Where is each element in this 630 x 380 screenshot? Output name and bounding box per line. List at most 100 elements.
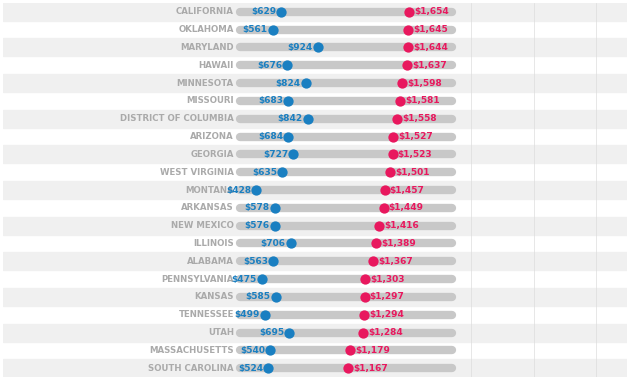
Point bbox=[371, 241, 381, 247]
Point bbox=[282, 62, 292, 68]
Text: $1,644: $1,644 bbox=[413, 43, 448, 52]
Text: $684: $684 bbox=[258, 132, 283, 141]
Point bbox=[268, 258, 278, 264]
Text: $1,449: $1,449 bbox=[389, 203, 423, 212]
Point bbox=[403, 27, 413, 33]
Point bbox=[388, 151, 398, 157]
Text: $1,167: $1,167 bbox=[353, 364, 388, 373]
Point bbox=[404, 9, 414, 15]
Bar bbox=[3, 324, 627, 342]
Text: $1,501: $1,501 bbox=[395, 168, 430, 177]
Text: $1,645: $1,645 bbox=[413, 25, 448, 34]
Text: ALABAMA: ALABAMA bbox=[187, 257, 234, 266]
Point bbox=[402, 62, 412, 68]
Text: $1,457: $1,457 bbox=[389, 185, 425, 195]
Text: $1,637: $1,637 bbox=[412, 61, 447, 70]
Bar bbox=[3, 110, 627, 128]
Text: $842: $842 bbox=[278, 114, 303, 123]
Point bbox=[388, 133, 398, 139]
Point bbox=[270, 223, 280, 229]
Text: MINNESOTA: MINNESOTA bbox=[176, 79, 234, 87]
Bar bbox=[3, 181, 627, 199]
Point bbox=[283, 133, 293, 139]
Text: $1,297: $1,297 bbox=[370, 293, 404, 301]
Text: $1,179: $1,179 bbox=[355, 346, 390, 355]
Point bbox=[360, 276, 370, 282]
Text: $578: $578 bbox=[244, 203, 270, 212]
Text: $540: $540 bbox=[240, 346, 265, 355]
Text: $1,367: $1,367 bbox=[379, 257, 413, 266]
Point bbox=[286, 241, 296, 247]
Bar bbox=[3, 359, 627, 377]
Text: $1,558: $1,558 bbox=[402, 114, 437, 123]
Point bbox=[276, 9, 286, 15]
Text: NEW MEXICO: NEW MEXICO bbox=[171, 221, 234, 230]
Text: $1,294: $1,294 bbox=[369, 310, 404, 319]
Point bbox=[343, 365, 353, 371]
Point bbox=[284, 329, 294, 336]
Text: $1,523: $1,523 bbox=[398, 150, 432, 159]
Text: $727: $727 bbox=[263, 150, 289, 159]
Text: $695: $695 bbox=[260, 328, 284, 337]
Point bbox=[289, 151, 299, 157]
Text: $561: $561 bbox=[243, 25, 268, 34]
Text: GEORGIA: GEORGIA bbox=[190, 150, 234, 159]
Point bbox=[395, 98, 405, 104]
Point bbox=[392, 116, 402, 122]
Text: $576: $576 bbox=[244, 221, 270, 230]
Bar bbox=[3, 3, 627, 21]
Text: $524: $524 bbox=[238, 364, 263, 373]
Text: MISSOURI: MISSOURI bbox=[186, 97, 234, 105]
Text: OKLAHOMA: OKLAHOMA bbox=[178, 25, 234, 34]
Text: DISTRICT OF COLUMBIA: DISTRICT OF COLUMBIA bbox=[120, 114, 234, 123]
Point bbox=[379, 187, 389, 193]
Point bbox=[379, 205, 389, 211]
Point bbox=[313, 44, 323, 51]
Bar bbox=[3, 146, 627, 163]
Text: $585: $585 bbox=[246, 293, 271, 301]
Point bbox=[271, 294, 281, 300]
Text: $629: $629 bbox=[251, 7, 276, 16]
Point bbox=[397, 80, 407, 86]
Bar bbox=[3, 38, 627, 56]
Text: $676: $676 bbox=[257, 61, 282, 70]
Text: CALIFORNIA: CALIFORNIA bbox=[176, 7, 234, 16]
Bar bbox=[3, 252, 627, 270]
Text: $1,654: $1,654 bbox=[414, 7, 449, 16]
Bar bbox=[3, 288, 627, 306]
Text: PENNSYLVANIA: PENNSYLVANIA bbox=[161, 275, 234, 283]
Text: MASSACHUSETTS: MASSACHUSETTS bbox=[149, 346, 234, 355]
Text: $1,303: $1,303 bbox=[370, 275, 405, 283]
Point bbox=[374, 223, 384, 229]
Text: $706: $706 bbox=[261, 239, 286, 248]
Text: MARYLAND: MARYLAND bbox=[180, 43, 234, 52]
Text: $924: $924 bbox=[288, 43, 313, 52]
Point bbox=[268, 27, 278, 33]
Text: ILLINOIS: ILLINOIS bbox=[193, 239, 234, 248]
Text: SOUTH CAROLINA: SOUTH CAROLINA bbox=[148, 364, 234, 373]
Text: $499: $499 bbox=[234, 310, 260, 319]
Text: $1,284: $1,284 bbox=[368, 328, 403, 337]
Text: $475: $475 bbox=[232, 275, 257, 283]
Point bbox=[403, 44, 413, 51]
Text: $1,527: $1,527 bbox=[398, 132, 433, 141]
Text: $428: $428 bbox=[226, 185, 251, 195]
Text: KANSAS: KANSAS bbox=[194, 293, 234, 301]
Point bbox=[283, 98, 293, 104]
Point bbox=[385, 169, 395, 175]
Point bbox=[345, 347, 355, 353]
Text: UTAH: UTAH bbox=[208, 328, 234, 337]
Bar bbox=[3, 74, 627, 92]
Text: $1,416: $1,416 bbox=[384, 221, 419, 230]
Text: HAWAII: HAWAII bbox=[198, 61, 234, 70]
Text: $635: $635 bbox=[252, 168, 277, 177]
Text: $683: $683 bbox=[258, 97, 283, 105]
Point bbox=[257, 276, 267, 282]
Point bbox=[303, 116, 313, 122]
Point bbox=[270, 205, 280, 211]
Point bbox=[251, 187, 261, 193]
Text: $824: $824 bbox=[275, 79, 301, 87]
Text: $1,581: $1,581 bbox=[405, 97, 440, 105]
Text: MONTANA: MONTANA bbox=[185, 185, 234, 195]
Point bbox=[358, 329, 368, 336]
